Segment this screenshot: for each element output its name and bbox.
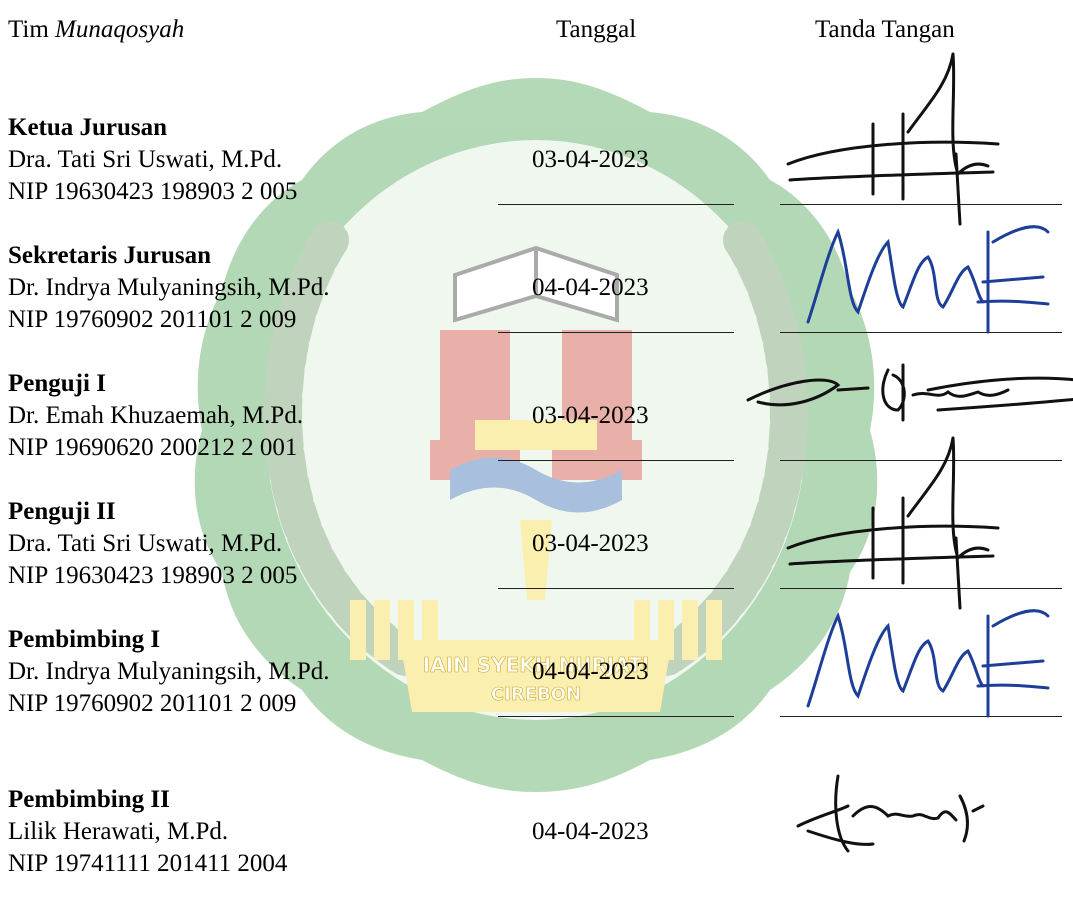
signatory-role: Sekretaris Jurusan	[8, 242, 212, 269]
signature-a	[786, 52, 1000, 226]
header-date: Tanggal	[556, 16, 637, 43]
signatory-entry: Penguji II Dra. Tati Sri Uswati, M.Pd. N…	[8, 436, 1068, 610]
signatory-role: Pembimbing II	[8, 786, 170, 813]
header-signature: Tanda Tangan	[815, 16, 955, 43]
signature-d	[796, 774, 985, 853]
signatory-nip: NIP 19760902 201101 2 009	[8, 306, 297, 333]
signatory-role: Ketua Jurusan	[8, 114, 168, 141]
signatory-name: Dr. Indrya Mulyaningsih, M.Pd.	[8, 274, 330, 301]
signatory-nip: NIP 19741111 201411 2004	[8, 850, 288, 877]
signatory-entry: Ketua Jurusan Dra. Tati Sri Uswati, M.Pd…	[8, 52, 1068, 226]
signatory-date: 04-04-2023	[532, 818, 649, 845]
signatory-name: Dr. Emah Khuzaemah, M.Pd.	[8, 402, 304, 429]
signatory-entry: Pembimbing II Lilik Herawati, M.Pd. NIP …	[8, 774, 1068, 884]
signatory-nip: NIP 19690620 200212 2 001	[8, 434, 298, 461]
signatory-name: Dra. Tati Sri Uswati, M.Pd.	[8, 530, 283, 557]
signatory-nip: NIP 19630423 198903 2 005	[8, 562, 298, 589]
date-line	[498, 588, 734, 589]
date-line	[498, 332, 734, 333]
header-team: Tim Munaqosyah	[8, 14, 184, 46]
date-line	[498, 460, 734, 461]
signatory-nip: NIP 19630423 198903 2 005	[8, 178, 298, 205]
date-line	[498, 716, 734, 717]
signature-line	[780, 332, 1062, 333]
signatory-name: Dra. Tati Sri Uswati, M.Pd.	[8, 146, 283, 173]
signatory-entry: Pembimbing I Dr. Indrya Mulyaningsih, M.…	[8, 609, 1068, 724]
signatory-date: 03-04-2023	[532, 146, 649, 173]
date-line	[498, 204, 734, 205]
signatory-role: Penguji II	[8, 498, 116, 525]
signature-line	[780, 204, 1062, 205]
signatory-name: Dr. Indrya Mulyaningsih, M.Pd.	[8, 658, 330, 685]
signature-line	[780, 460, 1062, 461]
signature-line	[780, 716, 1062, 717]
header-team-italic: Munaqosyah	[55, 16, 185, 43]
signatory-nip: NIP 19760902 201101 2 009	[8, 690, 297, 717]
signatory-date: 04-04-2023	[532, 274, 649, 301]
signatory-role: Pembimbing I	[8, 626, 161, 653]
signatory-role: Penguji I	[8, 370, 106, 397]
signature-b	[806, 225, 1050, 334]
signature-line	[780, 588, 1062, 589]
signature-c	[746, 363, 1073, 422]
signatory-name: Lilik Herawati, M.Pd.	[8, 818, 229, 845]
signature-b	[806, 609, 1050, 718]
signatory-entry: Sekretaris Jurusan Dr. Indrya Mulyanings…	[8, 225, 1068, 340]
signatory-entry: Penguji I Dr. Emah Khuzaemah, M.Pd. NIP …	[8, 363, 1073, 468]
signatory-date: 04-04-2023	[532, 658, 649, 685]
header-team-prefix: Tim	[8, 16, 56, 43]
signatory-date: 03-04-2023	[532, 402, 649, 429]
signatory-date: 03-04-2023	[532, 530, 649, 557]
signature-a	[786, 436, 1000, 610]
